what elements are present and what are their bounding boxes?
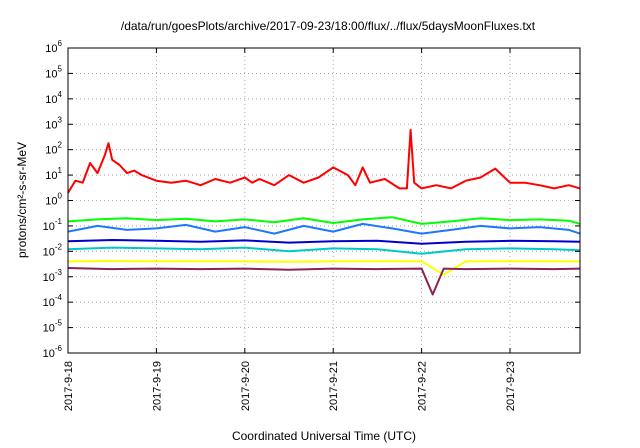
y-axis-ticks: 10-6 10-5 10-4 10-3 10-2 10-1 100 101 102 103 104 1… xyxy=(43,39,580,360)
y-tick-label: 10-3 xyxy=(43,268,63,284)
series-line-2 xyxy=(67,216,581,225)
series-layer xyxy=(67,128,581,296)
x-tick-label: 2017-9-20 xyxy=(240,361,252,411)
y-tick-label: 101 xyxy=(45,166,62,182)
y-tick-label: 10-5 xyxy=(43,319,63,335)
y-tick-label: 10-6 xyxy=(43,344,63,360)
y-tick-label: 10-4 xyxy=(43,293,63,309)
series-line-7 xyxy=(67,267,581,296)
y-tick-label: 105 xyxy=(45,64,62,80)
series-line-6 xyxy=(67,259,580,276)
y-tick-label: 103 xyxy=(45,115,62,131)
x-tick-label: 2017-9-22 xyxy=(417,361,429,411)
y-tick-label: 10-1 xyxy=(43,217,63,233)
y-tick-label: 100 xyxy=(45,192,62,208)
chart-title: /data/run/goesPlots/archive/2017-09-23/1… xyxy=(121,19,536,33)
x-tick-label: 2017-9-18 xyxy=(63,361,75,411)
x-tick-label: 2017-9-21 xyxy=(328,361,340,411)
series-line-4 xyxy=(67,222,581,235)
y-tick-label: 10-2 xyxy=(43,242,63,258)
y-tick-label: 104 xyxy=(45,90,62,106)
y-tick-label: 102 xyxy=(45,141,62,157)
x-axis-label: Coordinated Universal Time (UTC) xyxy=(232,429,416,443)
series-line-1 xyxy=(67,128,581,194)
x-axis-ticks: 2017-9-18 2017-9-19 2017-9-20 2017-9-21 2017… xyxy=(63,48,517,411)
x-tick-label: 2017-9-23 xyxy=(505,361,517,411)
series-line-3 xyxy=(67,246,581,255)
y-tick-label: 106 xyxy=(45,39,62,55)
y-axis-label: protons/cm²-s-sr-MeV xyxy=(15,142,29,258)
x-tick-label: 2017-9-19 xyxy=(151,361,163,411)
grid-lines xyxy=(68,48,580,353)
series-line-5 xyxy=(67,239,581,245)
